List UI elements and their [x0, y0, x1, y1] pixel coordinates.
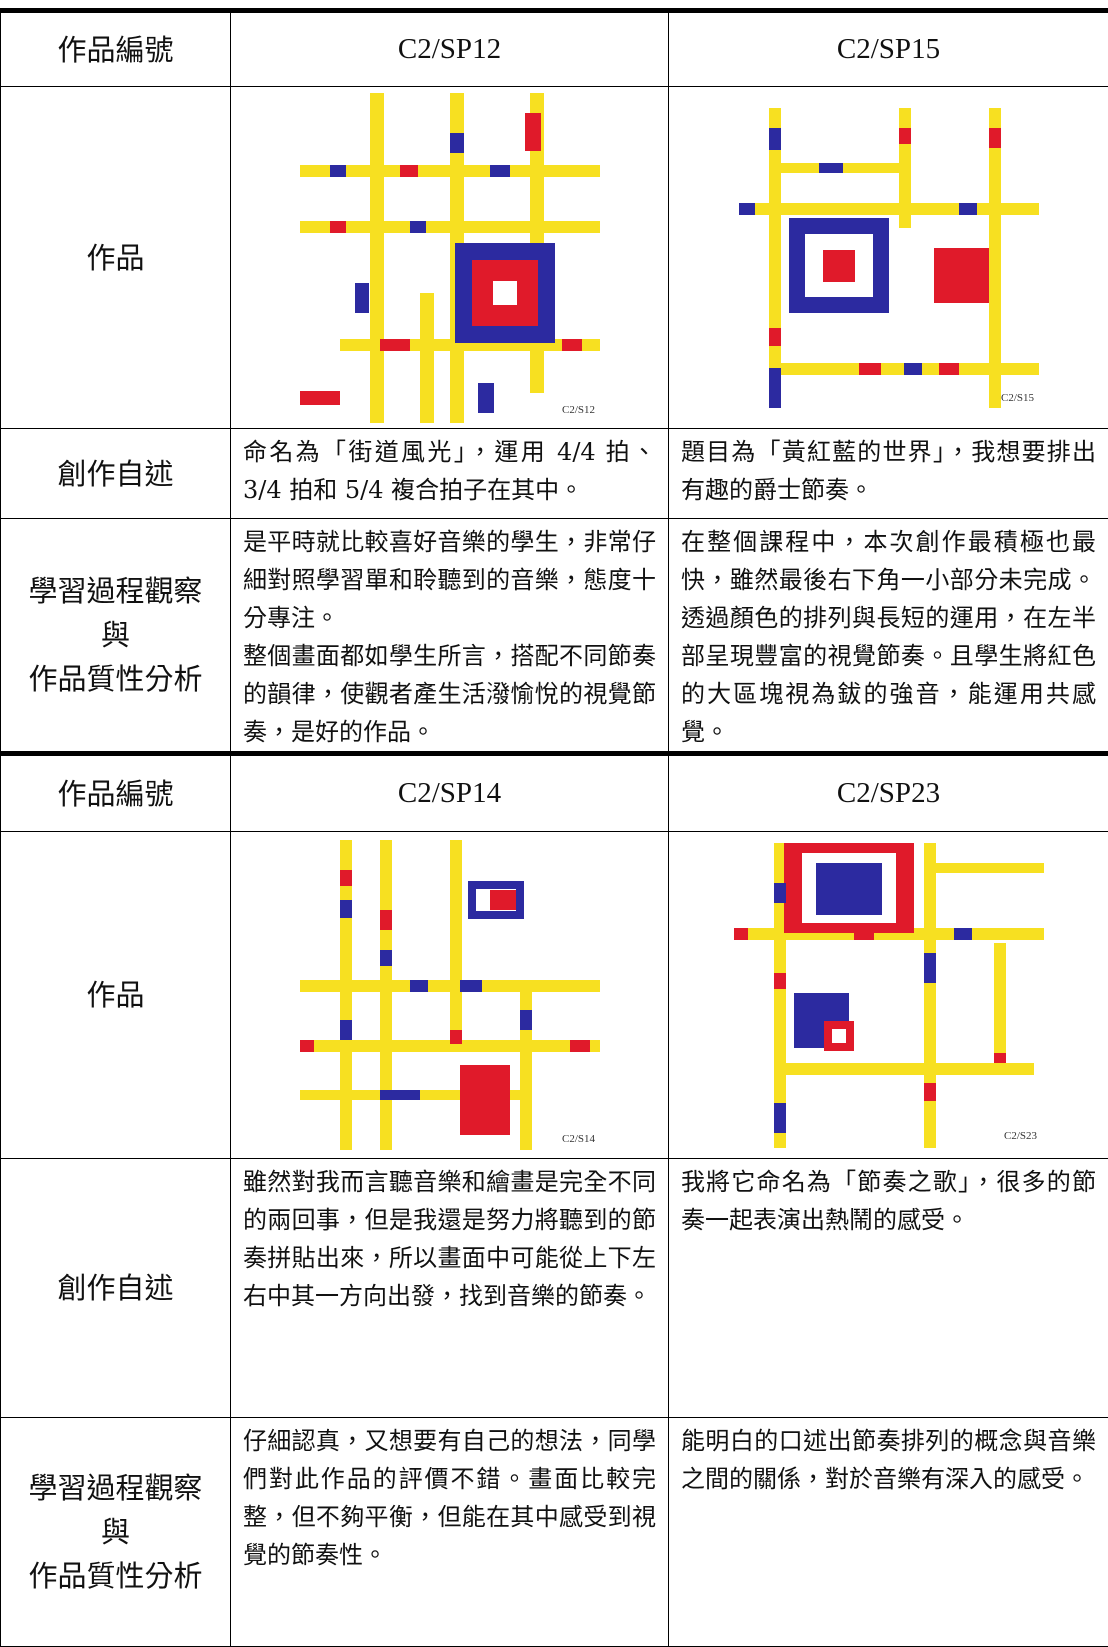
paragraph: 在整個課程中，本次創作最積極也最快，雖然最後右下角一小部分未完成。透過顏色的排列…	[681, 523, 1096, 751]
label-line: 與	[13, 613, 218, 657]
artwork-cell: C2/S14	[231, 832, 669, 1159]
statement: 題目為「黃紅藍的世界」，我想要排出有趣的爵士節奏。	[669, 429, 1108, 519]
label-line: 學習過程觀察	[13, 569, 218, 613]
artwork-cell: C2/S15	[669, 87, 1108, 429]
analysis-label: 學習過程觀察與作品質性分析	[1, 1418, 231, 1647]
header-label: 作品編號	[1, 754, 231, 832]
artwork: C2/S23	[734, 843, 1044, 1148]
row: 學習過程觀察與作品質性分析 是平時就比較喜好音樂的學生，非常仔細對照學習單和聆聽…	[1, 519, 1108, 754]
artwork-tag: C2/S23	[1004, 1130, 1038, 1142]
paragraph: 題目為「黃紅藍的世界」，我想要排出有趣的爵士節奏。	[681, 433, 1096, 509]
row: 創作自述 雖然對我而言聽音樂和繪畫是完全不同的兩回事，但是我還是努力將聽到的節奏…	[1, 1159, 1108, 1418]
analysis-table: 作品編號 C2/SP12 C2/SP15 作品 C2/S12 C2/S15 創作…	[0, 8, 1108, 1647]
paragraph: 仔細認真，又想要有自己的想法，同學們對此作品的評價不錯。畫面比較完整，但不夠平衡…	[243, 1422, 656, 1574]
artwork-label: 作品	[1, 832, 231, 1159]
statement: 我將它命名為「節奏之歌」，很多的節奏一起表演出熱鬧的感受。	[669, 1159, 1108, 1418]
analysis: 仔細認真，又想要有自己的想法，同學們對此作品的評價不錯。畫面比較完整，但不夠平衡…	[231, 1418, 669, 1647]
paragraph: 能明白的口述出節奏排列的概念與音樂之間的關係，對於音樂有深入的感受。	[681, 1422, 1096, 1498]
statement: 命名為「街道風光」，運用 4/4 拍、3/4 拍和 5/4 複合拍子在其中。	[231, 429, 669, 519]
artwork-label: 作品	[1, 87, 231, 429]
paragraph: 整個畫面都如學生所言，搭配不同節奏的韻律，使觀者產生活潑愉悅的視覺節奏，是好的作…	[243, 637, 656, 751]
artwork-cell: C2/S23	[669, 832, 1108, 1159]
row: 創作自述 命名為「街道風光」，運用 4/4 拍、3/4 拍和 5/4 複合拍子在…	[1, 429, 1108, 519]
label-line: 學習過程觀察	[13, 1466, 218, 1510]
artwork: C2/S14	[300, 840, 600, 1150]
work-id: C2/SP14	[231, 754, 669, 832]
row: 作品編號 C2/SP12 C2/SP15	[1, 11, 1108, 87]
label-line: 作品質性分析	[13, 657, 218, 701]
analysis: 在整個課程中，本次創作最積極也最快，雖然最後右下角一小部分未完成。透過顏色的排列…	[669, 519, 1108, 754]
row: 作品 C2/S12 C2/S15	[1, 87, 1108, 429]
paragraph: 雖然對我而言聽音樂和繪畫是完全不同的兩回事，但是我還是努力將聽到的節奏拼貼出來，…	[243, 1163, 656, 1315]
row: 作品 C2/S14 C2/S23	[1, 832, 1108, 1159]
paragraph: 是平時就比較喜好音樂的學生，非常仔細對照學習單和聆聽到的音樂，態度十分專注。	[243, 523, 656, 637]
statement-label: 創作自述	[1, 429, 231, 519]
row: 作品編號 C2/SP14 C2/SP23	[1, 754, 1108, 832]
artwork: C2/S15	[739, 108, 1039, 408]
work-id: C2/SP23	[669, 754, 1108, 832]
artwork-tag: C2/S14	[562, 1133, 596, 1145]
label-line: 與	[13, 1510, 218, 1554]
artwork-tag: C2/S12	[562, 404, 595, 416]
header-label: 作品編號	[1, 11, 231, 87]
statement: 雖然對我而言聽音樂和繪畫是完全不同的兩回事，但是我還是努力將聽到的節奏拼貼出來，…	[231, 1159, 669, 1418]
label-line: 作品質性分析	[13, 1554, 218, 1598]
artwork: C2/S12	[300, 93, 600, 423]
artwork-tag: C2/S15	[1001, 392, 1035, 404]
analysis: 是平時就比較喜好音樂的學生，非常仔細對照學習單和聆聽到的音樂，態度十分專注。整個…	[231, 519, 669, 754]
statement-label: 創作自述	[1, 1159, 231, 1418]
analysis-label: 學習過程觀察與作品質性分析	[1, 519, 231, 754]
work-id: C2/SP15	[669, 11, 1108, 87]
analysis: 能明白的口述出節奏排列的概念與音樂之間的關係，對於音樂有深入的感受。	[669, 1418, 1108, 1647]
work-id: C2/SP12	[231, 11, 669, 87]
paragraph: 我將它命名為「節奏之歌」，很多的節奏一起表演出熱鬧的感受。	[681, 1163, 1096, 1239]
artwork-cell: C2/S12	[231, 87, 669, 429]
paragraph: 命名為「街道風光」，運用 4/4 拍、3/4 拍和 5/4 複合拍子在其中。	[243, 433, 656, 509]
page-body: 作品編號 C2/SP12 C2/SP15 作品 C2/S12 C2/S15 創作…	[0, 8, 1108, 1561]
page: 作品分析 {"sections": [ {"header_label": "作品…	[0, 0, 1108, 1561]
row: 學習過程觀察與作品質性分析 仔細認真，又想要有自己的想法，同學們對此作品的評價不…	[1, 1418, 1108, 1647]
